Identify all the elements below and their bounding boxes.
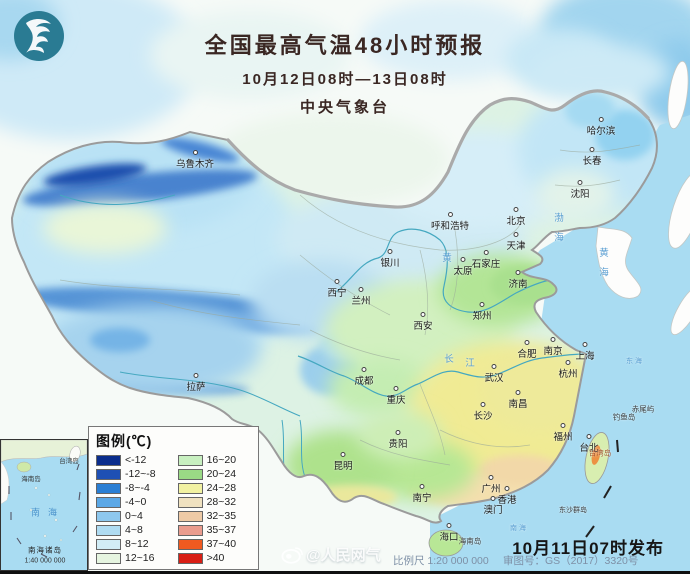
legend-color-swatch	[177, 510, 203, 522]
legend-range-label: -8~-4	[125, 482, 150, 494]
taiwan-island	[584, 432, 610, 484]
sea	[430, 115, 690, 571]
legend-color-swatch	[177, 552, 203, 564]
legend-item: 0~4	[96, 509, 172, 523]
release-time: 10月11日07时发布	[512, 539, 664, 558]
legend-color-swatch	[96, 552, 121, 564]
legend-color-swatch	[177, 524, 203, 536]
south-china-sea-inset: 海南岛 台湾岛 南海 南海诸岛 1:40 000 000	[0, 439, 88, 571]
legend-title: 图例(℃)	[96, 433, 153, 449]
legend-color-swatch	[96, 538, 121, 550]
legend-color-swatch	[177, 496, 203, 508]
legend-item: -4~0	[96, 495, 172, 509]
map-scale: 比例尺 1:20 000 000	[393, 555, 489, 567]
legend-range-label: 0~4	[125, 510, 143, 522]
legend-item: 24~28	[177, 481, 252, 495]
weibo-watermark: @人民网气	[281, 544, 381, 565]
hainan-island	[428, 529, 464, 557]
inset-sea-label: 南海	[30, 507, 66, 518]
legend-color-swatch	[96, 496, 121, 508]
legend-range-label: -4~0	[125, 496, 147, 508]
north-frontier	[226, 89, 650, 209]
legend-item: 28~32	[177, 495, 252, 509]
legend-item: 35~37	[177, 523, 252, 537]
legend-color-swatch	[177, 482, 203, 494]
legend-item: 12~16	[96, 551, 172, 565]
legend-item: -12~-8	[96, 467, 172, 481]
legend-item: <-12	[96, 453, 172, 467]
outside-shading	[0, 0, 690, 208]
legend-item: 20~24	[177, 467, 252, 481]
legend-range-label: 28~32	[206, 496, 237, 508]
legend-color-swatch	[177, 468, 203, 480]
legend-color-swatch	[177, 454, 203, 466]
legend-item: 37~40	[177, 537, 252, 551]
legend-range-label: 20~24	[206, 468, 237, 480]
legend-range-label: 37~40	[206, 538, 237, 550]
legend-range-label: 12~16	[125, 552, 155, 564]
legend-range-label: 8~12	[125, 538, 149, 550]
legend-color-swatch	[96, 468, 121, 480]
legend-color-swatch	[96, 454, 121, 466]
legend-range-label: 35~37	[206, 524, 237, 536]
legend-range-label: 4~8	[125, 524, 143, 536]
cma-logo	[12, 9, 66, 68]
legend-item: 16~20	[177, 453, 252, 467]
map-approval-number: 审图号：GS（2017）3320号	[503, 555, 639, 567]
neighbour-land	[595, 60, 690, 336]
temperature-legend: 图例(℃) <-12 -12~-8 -8~-4 -4~0 0~4 4~8 8~12 12~16…	[88, 426, 259, 570]
cma-logo-icon	[14, 11, 64, 61]
inset-scale: 1:40 000 000	[24, 557, 66, 565]
legend-range-label: 24~28	[206, 482, 237, 494]
legend-grid: <-12 -12~-8 -8~-4 -4~0 0~4 4~8 8~12 12~16 16~20 2…	[96, 453, 252, 565]
legend-color-swatch	[96, 482, 121, 494]
legend-item: 8~12	[96, 537, 172, 551]
province-borders	[59, 144, 641, 466]
legend-range-label: 32~35	[206, 510, 237, 522]
legend-item: -8~-4	[96, 481, 172, 495]
legend-color-swatch	[177, 538, 203, 550]
inset-hainan-label: 海南岛	[21, 476, 41, 483]
legend-color-swatch	[96, 524, 121, 536]
legend-item: 32~35	[177, 509, 252, 523]
legend-range-label: 16~20	[206, 454, 237, 466]
inset-map-graphic	[1, 440, 87, 570]
legend-color-swatch	[96, 510, 121, 522]
legend-item: >40	[177, 551, 252, 565]
legend-range-label: <-12	[125, 454, 147, 466]
watermark-text: @人民网气	[306, 547, 381, 564]
legend-range-label: >40	[206, 552, 225, 564]
maritime-dashes	[585, 439, 619, 538]
legend-range-label: -12~-8	[125, 468, 156, 480]
weibo-icon	[281, 547, 303, 564]
legend-item: 4~8	[96, 523, 172, 537]
inset-taiwan-label: 台湾岛	[59, 458, 79, 465]
inset-islands-label: 南海诸岛	[28, 545, 62, 555]
